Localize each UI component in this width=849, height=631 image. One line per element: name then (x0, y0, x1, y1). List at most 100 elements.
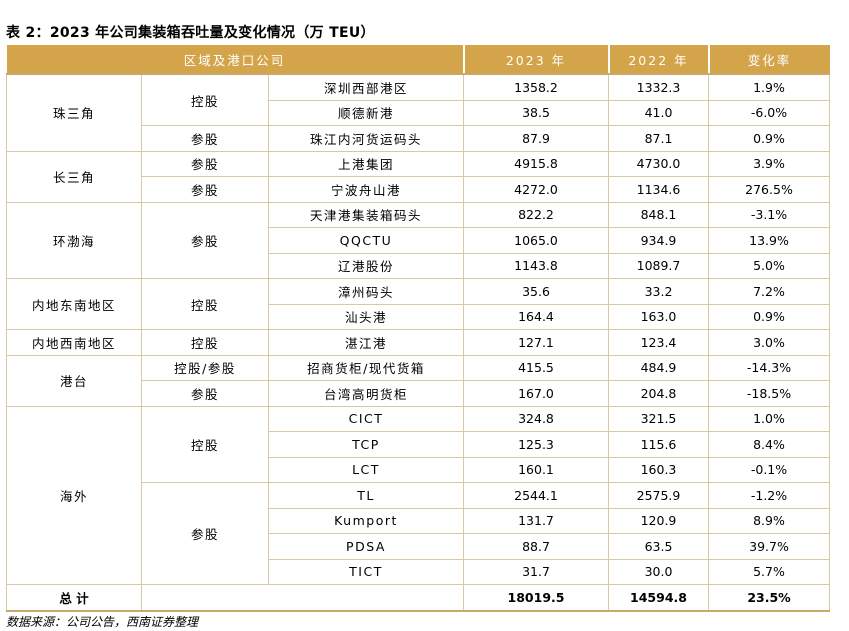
value-2022-cell: 33.2 (608, 278, 709, 305)
value-2022-cell: 4730.0 (608, 150, 709, 177)
change-cell: -0.1% (708, 456, 830, 483)
change-cell: 8.9% (708, 507, 830, 534)
value-2022-cell: 87.1 (608, 125, 709, 152)
ownership-cell: 参股 (141, 176, 269, 203)
value-2022-cell: 163.0 (608, 303, 709, 330)
port-cell: TCP (268, 431, 464, 458)
region-cell: 内地东南地区 (6, 278, 142, 330)
table-row: 汕头港 164.4 163.0 0.9% (7, 303, 830, 330)
change-cell: 276.5% (708, 176, 830, 203)
value-2023-cell: 4272.0 (463, 176, 609, 203)
value-2023-cell: 415.5 (463, 354, 609, 381)
value-2023-cell: 164.4 (463, 303, 609, 330)
ownership-cell: 参股 (141, 380, 269, 407)
total-2023-cell: 18019.5 (463, 584, 609, 612)
total-label-cell: 总 计 (6, 584, 142, 612)
value-2022-cell: 1134.6 (608, 176, 709, 203)
table-body: 珠三角 控股 深圳西部港区 1358.2 1332.3 1.9% 顺德新港 38.5 41.0-… (6, 73, 830, 612)
port-cell: CICT (268, 405, 464, 432)
region-cell: 海外 (6, 405, 142, 585)
value-2023-cell: 35.6 (463, 278, 609, 305)
port-cell: 顺德新港 (268, 99, 464, 126)
ownership-cell: 参股 (141, 150, 269, 177)
change-cell: -6.0% (708, 99, 830, 126)
region-cell: 珠三角 (6, 73, 142, 152)
table-header-row: 区域及港口公司 2023 年 2022 年 变化率 (6, 45, 830, 75)
value-2022-cell: 1089.7 (608, 252, 709, 279)
value-2023-cell: 4915.8 (463, 150, 609, 177)
change-cell: -14.3% (708, 354, 830, 381)
port-cell: 宁波舟山港 (268, 176, 464, 203)
total-row: 总 计 18019.5 14594.8 23.5% (6, 584, 830, 612)
change-cell: 13.9% (708, 227, 830, 254)
value-2022-cell: 30.0 (608, 558, 709, 585)
table-row: 参股 宁波舟山港 4272.0 1134.6 276.5% (7, 176, 830, 203)
port-cell: QQCTU (268, 227, 464, 254)
value-2022-cell: 1332.3 (608, 73, 709, 101)
ownership-cell: 参股 (141, 125, 269, 152)
value-2023-cell: 1065.0 (463, 227, 609, 254)
table-row: 参股 台湾高明货柜 167.0 204.8 -18.5% (7, 380, 830, 407)
port-cell: LCT (268, 456, 464, 483)
header-region-port: 区域及港口公司 (6, 45, 464, 75)
value-2023-cell: 822.2 (463, 201, 609, 228)
value-2022-cell: 321.5 (608, 405, 709, 432)
change-cell: 39.7% (708, 533, 830, 560)
port-cell: 招商货柜/现代货箱 (268, 354, 464, 381)
value-2022-cell: 484.9 (608, 354, 709, 381)
table-row: 港台 控股/参股 招商货柜/现代货箱 415.5 484.9 -14.3% (6, 354, 830, 407)
value-2022-cell: 123.4 (608, 329, 709, 356)
value-2022-cell: 63.5 (608, 533, 709, 560)
port-cell: 上港集团 (268, 150, 464, 177)
value-2023-cell: 131.7 (463, 507, 609, 534)
value-2022-cell: 204.8 (608, 380, 709, 407)
table-title: 表 2：2023 年公司集装箱吞吐量及变化情况（万 TEU） (6, 25, 375, 41)
value-2022-cell: 115.6 (608, 431, 709, 458)
ownership-cell: 控股 (141, 278, 269, 330)
value-2022-cell: 160.3 (608, 456, 709, 483)
ownership-cell: 控股 (141, 73, 269, 126)
total-2022-cell: 14594.8 (608, 584, 709, 612)
value-2023-cell: 324.8 (463, 405, 609, 432)
total-empty-cell (141, 584, 464, 612)
value-2023-cell: 38.5 (463, 99, 609, 126)
ownership-cell: 参股 (141, 201, 269, 279)
region-cell: 环渤海 (6, 201, 142, 279)
port-cell: 漳州码头 (268, 278, 464, 305)
table-row: 海外 控股 CICT 324.8 321.5 1.0% (6, 405, 830, 585)
port-cell: PDSA (268, 533, 464, 560)
value-2023-cell: 125.3 (463, 431, 609, 458)
throughput-table-container: 区域及港口公司 2023 年 2022 年 变化率 珠三角 控股 深圳西部港区 135… (6, 45, 830, 612)
header-2022: 2022 年 (607, 45, 709, 75)
region-cell: 长三角 (6, 150, 142, 203)
table-row: Kumport 131.7 120.9 8.9% (7, 507, 830, 534)
change-cell: 5.0% (708, 252, 830, 279)
change-cell: 7.2% (708, 278, 830, 305)
port-cell: 湛江港 (268, 329, 464, 356)
change-cell: -1.2% (708, 482, 830, 509)
value-2022-cell: 848.1 (608, 201, 709, 228)
change-cell: 8.4% (708, 431, 830, 458)
port-cell: TL (268, 482, 464, 509)
value-2022-cell: 120.9 (608, 507, 709, 534)
header-2023: 2023 年 (462, 45, 609, 75)
change-cell: 0.9% (708, 303, 830, 330)
port-cell: 辽港股份 (268, 252, 464, 279)
value-2023-cell: 160.1 (463, 456, 609, 483)
table-row: 参股 TL 2544.1 2575.9 -1.2% (7, 482, 830, 585)
port-cell: 台湾高明货柜 (268, 380, 464, 407)
value-2023-cell: 2544.1 (463, 482, 609, 509)
value-2023-cell: 88.7 (463, 533, 609, 560)
total-change-cell: 23.5% (708, 584, 830, 612)
value-2022-cell: 2575.9 (608, 482, 709, 509)
port-cell: Kumport (268, 507, 464, 534)
ownership-cell: 控股 (141, 329, 269, 356)
ownership-cell: 控股/参股 (141, 354, 269, 381)
table-row: 内地西南地区 控股 湛江港 127.1 123.4 3.0% (6, 329, 830, 356)
value-2023-cell: 1358.2 (463, 73, 609, 101)
port-cell: 珠江内河货运码头 (268, 125, 464, 152)
change-cell: -18.5% (708, 380, 830, 407)
change-cell: 3.9% (708, 150, 830, 177)
table-row: 顺德新港 38.5 41.0 -6.0% (7, 99, 830, 126)
ownership-cell: 控股 (141, 405, 269, 483)
